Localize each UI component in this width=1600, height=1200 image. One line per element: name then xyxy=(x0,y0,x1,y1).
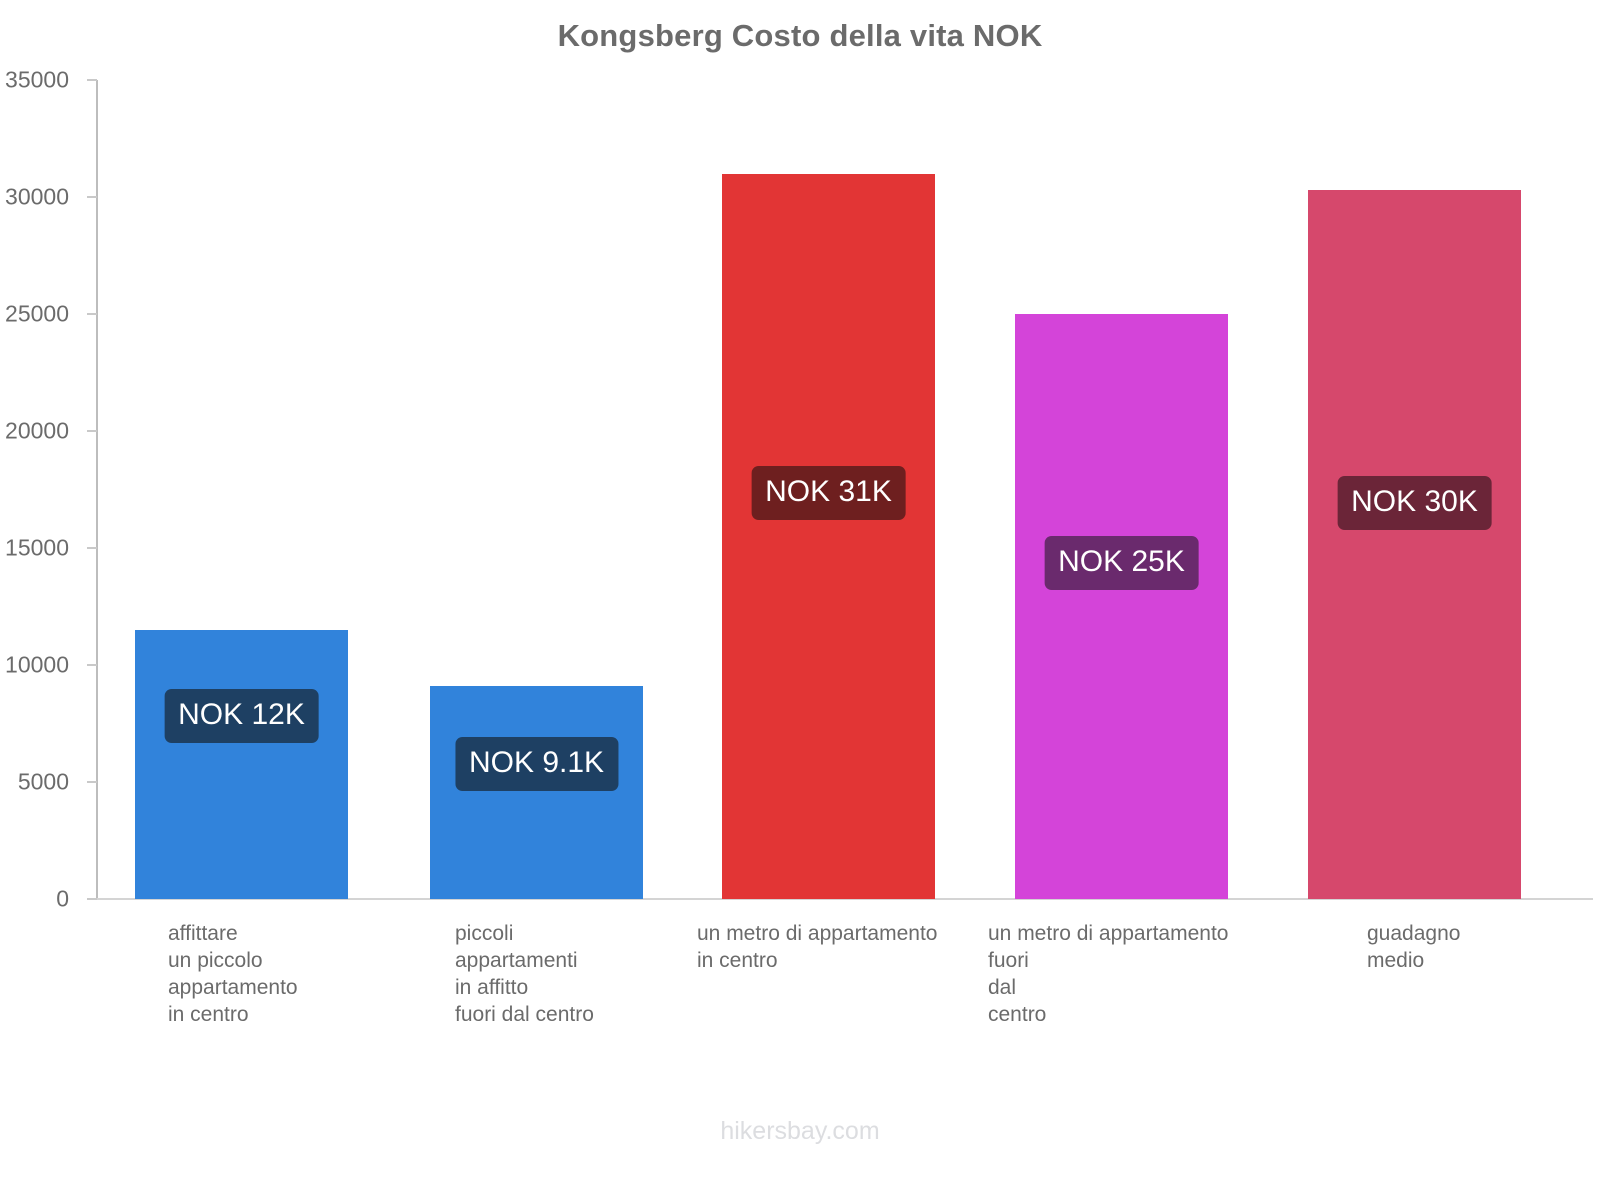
bar-value-label: NOK 30K xyxy=(1337,475,1492,530)
y-axis-tick-label: 20000 xyxy=(5,417,69,444)
y-axis-tick-mark xyxy=(87,781,97,783)
y-axis-tick-mark xyxy=(87,79,97,81)
y-axis-tick-label: 0 xyxy=(56,885,69,912)
x-axis-category-label: un metro di appartamento in centro xyxy=(697,922,938,972)
bar[interactable]: NOK 25K xyxy=(1015,314,1228,899)
y-axis-tick-label: 25000 xyxy=(5,300,69,327)
bar-value-label: NOK 25K xyxy=(1044,536,1199,590)
footer-watermark: hikersbay.com xyxy=(720,1117,880,1145)
y-axis-tick-mark xyxy=(87,898,97,900)
x-axis-category-label: guadagno medio xyxy=(1367,922,1461,972)
bar[interactable]: NOK 31K xyxy=(722,173,935,899)
x-axis-category-label: affittare un piccolo appartamento in cen… xyxy=(168,922,298,1026)
plot-area: 0 5000 10000 15000 20000 25000 30000 35000 NOK … xyxy=(5,67,1587,912)
bar-value-label: NOK 12K xyxy=(164,688,319,743)
y-axis-tick-mark xyxy=(87,430,97,432)
y-axis-tick-mark xyxy=(87,664,97,666)
bar[interactable]: NOK 30K xyxy=(1308,189,1521,899)
y-axis-tick-label: 35000 xyxy=(5,66,69,93)
x-axis-category-label: un metro di appartamento fuori dal centr… xyxy=(988,922,1229,1026)
x-axis-category-label: piccoli appartamenti in affitto fuori da… xyxy=(455,922,594,1026)
y-axis-tick-mark xyxy=(87,313,97,315)
x-axis-line xyxy=(97,898,1593,900)
y-axis-line xyxy=(96,80,98,900)
y-axis-tick-mark xyxy=(87,196,97,198)
y-axis-tick-mark xyxy=(87,547,97,549)
chart-title: Kongsberg Costo della vita NOK xyxy=(557,18,1043,53)
y-axis-tick-label: 5000 xyxy=(17,768,69,795)
y-axis-tick-label: 15000 xyxy=(5,534,69,561)
bar-value-label: NOK 9.1K xyxy=(454,737,619,792)
bar-value-label: NOK 31K xyxy=(751,465,906,520)
y-axis-tick-label: 30000 xyxy=(5,183,69,210)
y-axis-tick-label: 10000 xyxy=(5,651,69,678)
bar[interactable]: NOK 12K xyxy=(135,629,348,899)
bar[interactable]: NOK 9.1K xyxy=(430,686,643,899)
